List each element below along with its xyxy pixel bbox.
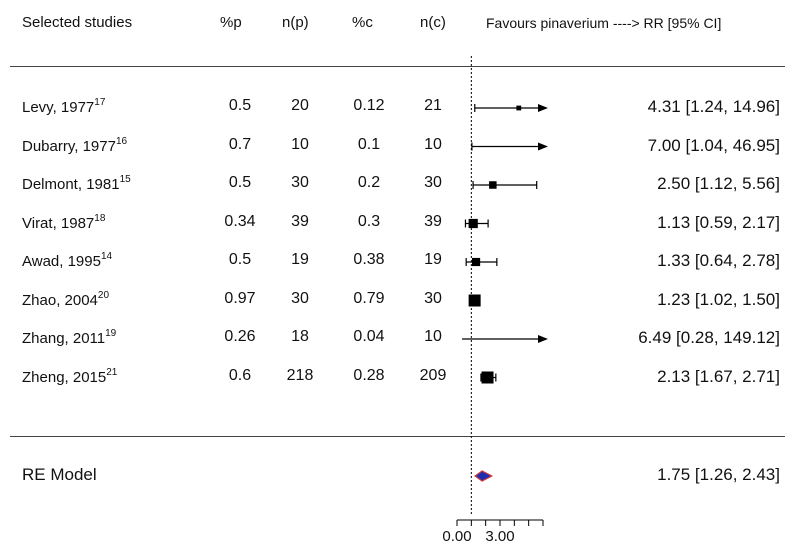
study-reference: 21	[106, 366, 118, 378]
study-reference: 17	[94, 97, 106, 108]
pct-p-cell: 0.26	[224, 328, 256, 345]
n-p-cell: 10	[291, 135, 309, 153]
study-name: Zheng, 201521	[22, 366, 118, 386]
ci-arrow	[538, 335, 548, 343]
pct-p-cell: 0.5	[228, 174, 252, 191]
study-name-text: Delmont, 1981	[22, 176, 120, 193]
pct-p-cell: 0.6	[228, 366, 252, 384]
x-tick-label: 3.00	[485, 528, 514, 545]
header-effect: Favours pinaverium ----> RR [95% CI]	[486, 15, 722, 31]
point-estimate	[516, 105, 522, 111]
n-c-cell: 10	[424, 135, 442, 153]
n-c-cell: 10	[424, 328, 442, 345]
pct-p-cell: 0.34	[224, 212, 256, 230]
n-c-cell: 30	[424, 174, 442, 191]
n-p-cell: 30	[291, 289, 309, 307]
n-c-cell: 21	[424, 97, 442, 114]
ci-text: 2.13 [1.67, 2.71]	[657, 366, 780, 386]
pct-p-cell: 0.97	[224, 289, 256, 307]
ci-text: 2.50 [1.12, 5.56]	[657, 174, 780, 193]
study-name: Levy, 197717	[22, 97, 106, 116]
study-reference: 19	[105, 328, 117, 339]
n-c-cell: 209	[419, 366, 447, 384]
study-reference: 16	[115, 135, 128, 147]
ci-text: 4.31 [1.24, 14.96]	[647, 97, 780, 116]
header-pct-p: %p	[220, 14, 242, 31]
study-name-text: Awad, 1995	[22, 253, 101, 270]
n-p-cell: 19	[291, 251, 309, 268]
n-c-cell: 39	[424, 212, 442, 230]
study-name: Virat, 198718	[22, 212, 106, 232]
study-reference: 18	[94, 212, 106, 224]
study-reference: 14	[100, 251, 113, 262]
ci-text: 6.49 [0.28, 149.12]	[638, 328, 780, 347]
ci-text: 7.00 [1.04, 46.95]	[647, 135, 780, 155]
study-reference: 20	[97, 289, 110, 301]
header-n-c: n(c)	[420, 14, 446, 31]
header-study: Selected studies	[22, 14, 133, 31]
point-estimate	[471, 257, 481, 267]
ci-text: 1.33 [0.64, 2.78]	[657, 251, 780, 270]
study-name-text: Levy, 1977	[22, 99, 95, 116]
pct-c-cell: 0.04	[353, 328, 385, 345]
n-p-cell: 39	[291, 212, 309, 230]
study-name-text: Zhao, 2004	[22, 291, 98, 309]
point-estimate	[481, 371, 494, 384]
pct-p-cell: 0.7	[228, 135, 252, 153]
n-p-cell: 18	[291, 328, 309, 345]
summary-ci-text: 1.75 [1.26, 2.43]	[657, 465, 780, 484]
n-c-cell: 30	[424, 289, 442, 307]
pct-c-cell: 0.1	[357, 135, 381, 153]
ci-text: 1.13 [0.59, 2.17]	[657, 212, 780, 232]
n-c-cell: 19	[424, 251, 442, 268]
study-name: Awad, 199514	[22, 251, 113, 270]
study-name: Zhang, 201119	[22, 328, 117, 347]
study-name-text: Virat, 1987	[22, 214, 95, 232]
n-p-cell: 20	[291, 97, 309, 114]
point-estimate	[489, 181, 497, 189]
n-p-cell: 30	[291, 174, 309, 191]
bottom-rule	[10, 436, 785, 437]
pct-c-cell: 0.28	[353, 366, 385, 384]
pct-p-cell: 0.5	[228, 97, 252, 114]
pct-c-cell: 0.12	[353, 97, 385, 114]
point-estimate	[468, 294, 481, 307]
pct-p-cell: 0.5	[228, 251, 252, 268]
x-tick-label: 0.00	[442, 528, 471, 545]
pct-c-cell: 0.38	[353, 251, 385, 268]
point-estimate	[468, 218, 478, 229]
ci-arrow	[538, 104, 548, 112]
top-rule	[10, 66, 785, 67]
summary-diamond	[474, 470, 494, 482]
pct-c-cell: 0.79	[353, 289, 385, 307]
pct-c-cell: 0.2	[357, 174, 381, 191]
n-p-cell: 218	[286, 366, 314, 384]
header-n-p: n(p)	[282, 14, 309, 31]
pct-c-cell: 0.3	[357, 212, 381, 230]
ci-arrow	[538, 142, 548, 151]
study-reference: 15	[119, 174, 131, 185]
study-name: Dubarry, 197716	[22, 135, 128, 155]
study-name-text: Zhang, 2011	[22, 330, 106, 347]
study-name-text: Zheng, 2015	[22, 368, 107, 386]
summary-label: RE Model	[22, 465, 97, 484]
header-pct-c: %c	[352, 14, 373, 31]
study-name-text: Dubarry, 1977	[22, 137, 116, 155]
study-name: Delmont, 198115	[22, 174, 131, 193]
ci-text: 1.23 [1.02, 1.50]	[657, 289, 780, 309]
study-name: Zhao, 200420	[22, 289, 110, 309]
